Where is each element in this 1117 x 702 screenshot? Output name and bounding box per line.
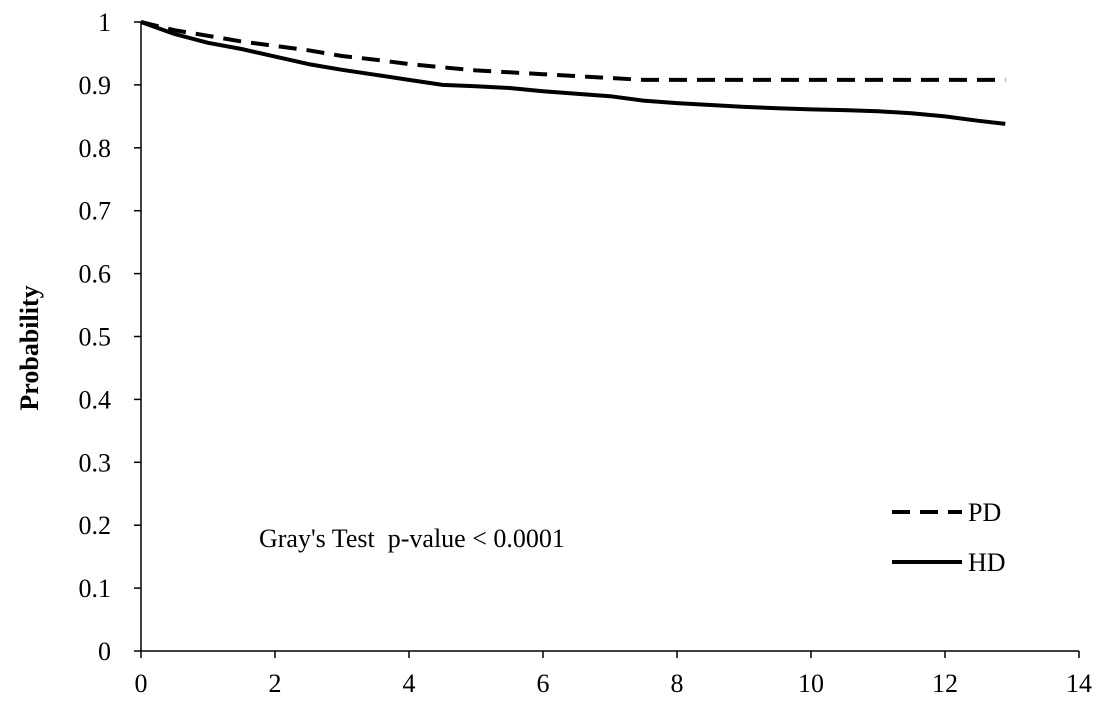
x-tick-label: 6 — [537, 669, 550, 698]
x-tick-label: 0 — [135, 669, 148, 698]
x-tick-label: 14 — [1066, 669, 1092, 698]
y-tick-label: 0.7 — [79, 197, 112, 226]
legend: PD HD — [892, 498, 1006, 577]
y-tick-label: 0.2 — [79, 511, 112, 540]
gray-test-annotation: Gray's Test p-value < 0.0001 — [259, 524, 565, 553]
y-tick-label: 0.6 — [79, 260, 112, 289]
x-tick-label: 12 — [932, 669, 958, 698]
y-axis-ticks: 0 0.1 0.2 0.3 0.4 0.5 0.6 0.7 0.8 0.9 1 — [79, 8, 141, 666]
series-line-hd — [140, 20, 1006, 126]
x-tick-label: 10 — [798, 669, 824, 698]
y-tick-label: 0.1 — [79, 574, 112, 603]
x-tick-label: 8 — [671, 669, 684, 698]
y-tick-label: 0.3 — [79, 448, 112, 477]
y-tick-label: 0.8 — [79, 134, 112, 163]
y-tick-label: 0.4 — [79, 385, 112, 414]
y-tick-label: 0.5 — [79, 323, 112, 352]
x-axis-ticks: 0 2 4 6 8 10 12 14 — [135, 651, 1092, 698]
y-axis-title: Probability — [15, 285, 44, 410]
x-tick-label: 4 — [403, 669, 416, 698]
y-tick-label: 1 — [98, 8, 111, 37]
legend-label-hd: HD — [968, 548, 1006, 577]
series-line-pd — [140, 20, 1006, 82]
series-layer — [140, 20, 1006, 126]
y-tick-label: 0.9 — [79, 71, 112, 100]
legend-label-pd: PD — [968, 498, 1001, 527]
x-tick-label: 2 — [269, 669, 282, 698]
y-tick-label: 0 — [98, 637, 111, 666]
